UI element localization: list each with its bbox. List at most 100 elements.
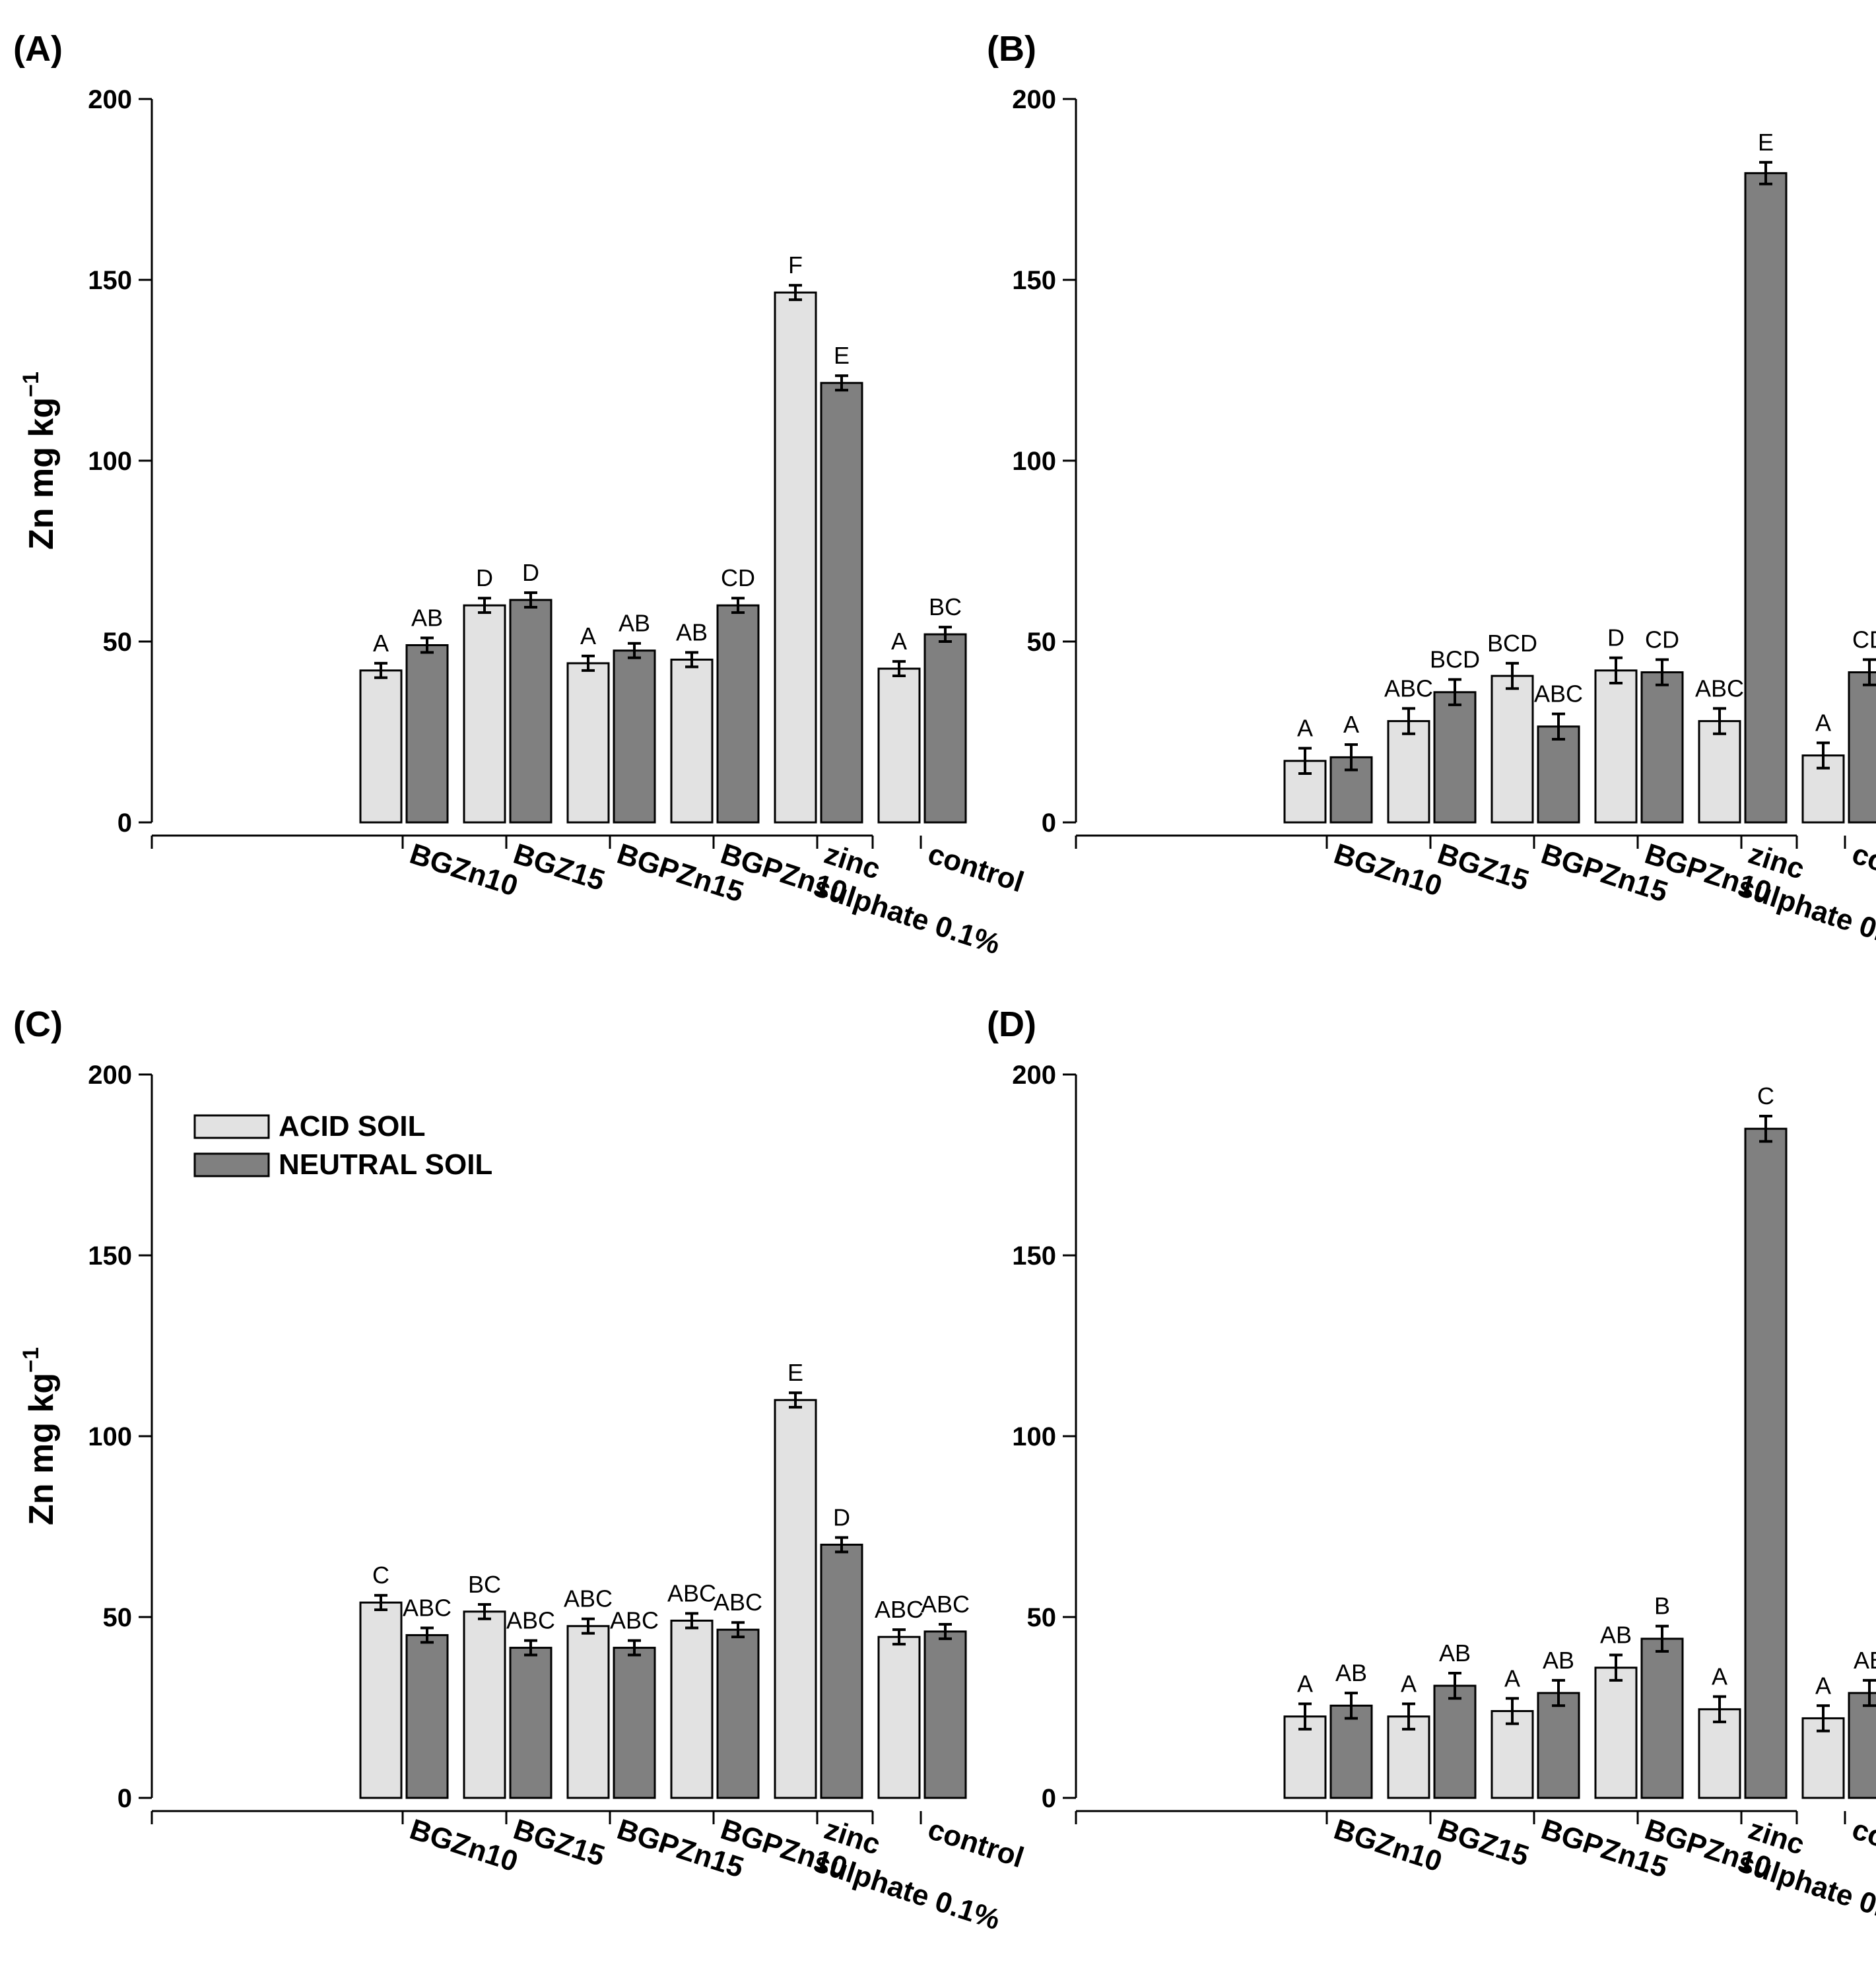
significance-letter: BCD <box>1487 630 1537 657</box>
y-tick-label: 50 <box>103 628 133 657</box>
significance-letter: C <box>1757 1082 1774 1109</box>
neutral-soil-bar-1 <box>405 644 449 824</box>
acid-soil-bar-2 <box>1387 720 1430 824</box>
y-tick-label: 200 <box>1012 85 1056 114</box>
panel-a: (A) 0 50 100 150 200 Zn mg kg−1 A AB BGZn10 D D BGZ1… <box>13 29 1028 961</box>
acid-soil-bar-1 <box>359 669 403 824</box>
y-tick-label: 200 <box>1012 1061 1056 1090</box>
neutral-soil-bar-3 <box>1537 725 1580 824</box>
x-category-label: control <box>924 838 1028 899</box>
y-axis-title: Zn mg kg−1 <box>18 372 61 550</box>
significance-letter: CD <box>1645 626 1679 653</box>
y-tick-label: 0 <box>117 1784 132 1813</box>
acid-soil-bar-5 <box>774 1399 817 1799</box>
significance-letter: ABC <box>610 1607 659 1634</box>
neutral-soil-bar-5 <box>820 381 863 824</box>
significance-letter: A <box>1401 1670 1417 1698</box>
y-tick-label: 0 <box>117 809 132 838</box>
significance-letter: AB <box>619 610 650 637</box>
significance-letter: ABC <box>667 1580 716 1607</box>
acid-soil-bar-1 <box>359 1601 403 1799</box>
acid-soil-bar-3 <box>1491 1709 1534 1799</box>
significance-letter: A <box>373 630 389 657</box>
x-category-label-line: sulphate 0.1% <box>1734 870 1876 960</box>
panel-label: (A) <box>13 29 63 69</box>
significance-letter: ABC <box>875 1596 923 1623</box>
significance-letter: C <box>372 1562 389 1589</box>
legend-label: NEUTRAL SOIL <box>279 1148 492 1181</box>
significance-letter: A <box>891 628 907 655</box>
legend-swatch-neutral <box>193 1152 270 1177</box>
significance-letter: E <box>787 1359 803 1386</box>
neutral-soil-bar-6 <box>1848 1692 1876 1799</box>
significance-letter: D <box>1607 624 1625 651</box>
significance-letter: B <box>1654 1593 1670 1620</box>
neutral-soil-bar-5 <box>820 1543 863 1799</box>
x-category-label: BGZn10 <box>1330 838 1446 903</box>
significance-letter: ABC <box>1384 675 1433 702</box>
significance-letter: AB <box>676 618 708 645</box>
neutral-soil-bar-2 <box>1433 691 1477 824</box>
acid-soil-bar-6 <box>877 667 921 824</box>
neutral-soil-bar-3 <box>613 649 656 824</box>
y-axis-title-superscript: −1 <box>18 372 44 397</box>
neutral-soil-bar-2 <box>509 599 553 824</box>
significance-letter: AB <box>411 605 443 632</box>
y-tick-label: 200 <box>88 85 132 114</box>
neutral-soil-bar-3 <box>613 1647 656 1799</box>
y-tick-label: 150 <box>1012 1241 1056 1271</box>
y-tick-label: 100 <box>88 1422 132 1451</box>
neutral-soil-bar-2 <box>509 1647 553 1799</box>
significance-letter: D <box>833 1504 850 1531</box>
acid-soil-bar-3 <box>566 662 610 824</box>
significance-letter: ABC <box>403 1594 452 1621</box>
neutral-soil-bar-4 <box>1640 671 1684 824</box>
y-tick-label: 100 <box>1012 1422 1056 1451</box>
neutral-soil-bar-1 <box>405 1634 449 1799</box>
y-tick-label: 0 <box>1042 809 1056 838</box>
significance-letter: CD <box>1852 626 1876 653</box>
neutral-soil-bar-4 <box>716 604 760 824</box>
neutral-soil-bar-2 <box>1433 1684 1477 1799</box>
y-axis-title-superscript: −1 <box>18 1347 44 1373</box>
y-tick-label: 150 <box>1012 266 1056 295</box>
acid-soil-bar-3 <box>1491 675 1534 824</box>
significance-letter: ABC <box>921 1591 970 1618</box>
significance-letter: A <box>1343 711 1359 738</box>
y-tick-label: 100 <box>1012 447 1056 476</box>
acid-soil-bar-5 <box>1698 720 1741 824</box>
significance-letter: D <box>476 564 493 591</box>
x-category-label: BGZ15 <box>510 838 609 897</box>
acid-soil-bar-2 <box>463 604 506 824</box>
significance-letter: ABC <box>1534 680 1583 708</box>
significance-letter: A <box>1815 1672 1831 1699</box>
acid-soil-bar-6 <box>877 1636 921 1799</box>
acid-soil-bar-4 <box>1594 1667 1638 1799</box>
neutral-soil-bar-3 <box>1537 1692 1580 1799</box>
significance-letter: AB <box>1439 1639 1471 1667</box>
significance-letter: A <box>580 622 596 649</box>
y-tick-label: 150 <box>88 1241 132 1271</box>
legend-swatch-acid <box>193 1114 270 1139</box>
significance-letter: ABC <box>564 1585 613 1612</box>
acid-soil-bar-4 <box>670 658 714 824</box>
neutral-soil-bar-4 <box>716 1628 760 1799</box>
significance-letter: E <box>834 342 850 369</box>
legend-label: ACID SOIL <box>279 1110 425 1142</box>
significance-letter: F <box>788 251 803 279</box>
y-axis-title-main: Zn mg kg <box>22 397 61 550</box>
neutral-soil-bar-6 <box>923 1630 967 1799</box>
significance-letter: A <box>1297 715 1313 742</box>
neutral-soil-bar-5 <box>1744 1127 1788 1799</box>
x-category-label: BGZn10 <box>406 838 522 903</box>
significance-letter: A <box>1504 1665 1520 1692</box>
panel-label: (D) <box>987 1005 1036 1044</box>
neutral-soil-bar-6 <box>923 633 967 824</box>
x-category-label: control <box>1848 838 1876 899</box>
y-tick-label: 100 <box>88 447 132 476</box>
y-tick-label: 50 <box>1027 628 1057 657</box>
x-category-label: BGZ15 <box>1434 1813 1533 1872</box>
